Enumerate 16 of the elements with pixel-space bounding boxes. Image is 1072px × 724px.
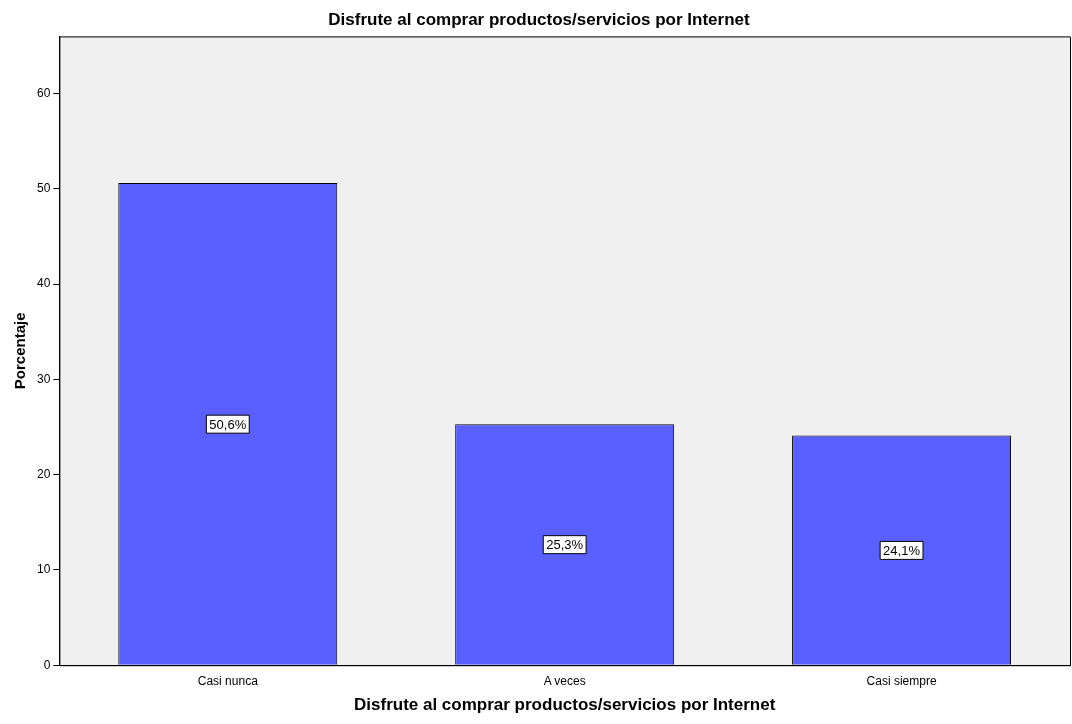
y-tick-label: 40 [36, 276, 51, 291]
x-tick-label: Casi siempre [866, 673, 937, 688]
y-tick-label: 30 [36, 371, 51, 386]
y-axis-title: Porcentaje [11, 312, 29, 390]
x-tick-label: Casi nunca [197, 673, 259, 688]
data-label: 24,1% [883, 542, 921, 558]
y-tick-label: 20 [36, 466, 51, 481]
chart-title: Disfrute al comprar productos/servicios por Internet [328, 9, 750, 29]
y-tick-label: 10 [36, 562, 51, 577]
y-tick-label: 50 [36, 181, 51, 196]
x-tick-label: A veces [543, 673, 586, 688]
data-label: 50,6% [209, 416, 247, 432]
data-label: 25,3% [546, 537, 584, 553]
x-axis-title: Disfrute al comprar productos/servicios por Internet [354, 695, 776, 715]
y-tick-label: 0 [43, 657, 51, 672]
y-tick-label: 60 [36, 85, 51, 100]
